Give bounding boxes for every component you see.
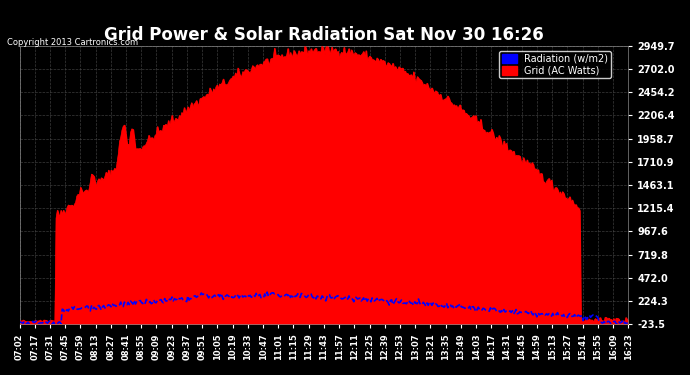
Title: Grid Power & Solar Radiation Sat Nov 30 16:26: Grid Power & Solar Radiation Sat Nov 30 …: [104, 26, 544, 44]
Legend: Radiation (w/m2), Grid (AC Watts): Radiation (w/m2), Grid (AC Watts): [499, 51, 611, 78]
Text: Copyright 2013 Cartronics.com: Copyright 2013 Cartronics.com: [7, 38, 138, 47]
